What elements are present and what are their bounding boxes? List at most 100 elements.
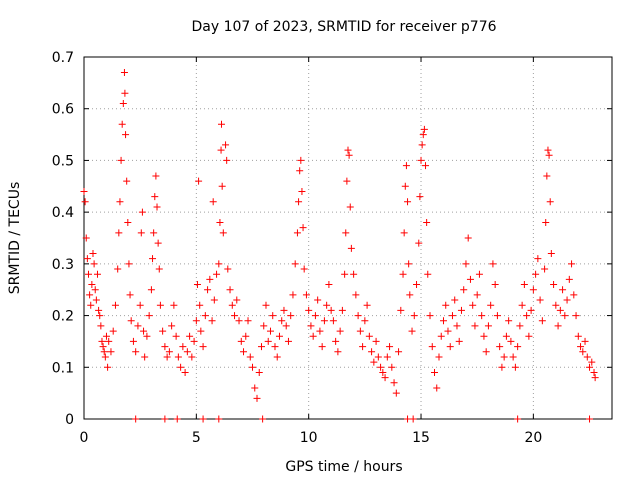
data-point [439, 317, 447, 325]
data-point [173, 415, 181, 423]
data-point [271, 343, 279, 351]
data-point [117, 156, 125, 164]
data-point [379, 368, 387, 376]
data-point [469, 301, 477, 309]
data-point [118, 120, 126, 128]
data-point [511, 363, 519, 371]
data-point [556, 306, 564, 314]
data-point [343, 177, 351, 185]
data-point [219, 229, 227, 237]
grid [84, 57, 612, 419]
y-axis-label: SRMTID / TECUs [7, 182, 23, 295]
data-point [181, 368, 189, 376]
data-point [98, 337, 106, 345]
chart-title: Day 107 of 2023, SRMTID for receiver p77… [191, 19, 496, 35]
data-point [579, 348, 587, 356]
data-point [165, 348, 173, 356]
data-point [561, 312, 569, 320]
data-point [295, 198, 303, 206]
data-point [457, 306, 465, 314]
y-tick-label: 0.3 [52, 257, 74, 273]
data-point [218, 182, 226, 190]
data-point [329, 317, 337, 325]
data-point [422, 162, 430, 170]
data-point [365, 332, 373, 340]
data-point [381, 374, 389, 382]
data-point [370, 358, 378, 366]
data-point [291, 260, 299, 268]
data-point [153, 203, 161, 211]
data-point [255, 368, 263, 376]
data-point [404, 198, 412, 206]
data-point [107, 348, 115, 356]
data-point [342, 229, 350, 237]
data-point [237, 337, 245, 345]
data-point [509, 353, 517, 361]
data-point [137, 229, 145, 237]
data-point [300, 265, 308, 273]
data-point [150, 229, 158, 237]
data-point [309, 332, 317, 340]
data-point [136, 301, 144, 309]
data-point [581, 337, 589, 345]
data-point [361, 317, 369, 325]
data-point [464, 234, 472, 242]
data-point [507, 337, 515, 345]
data-point [126, 291, 134, 299]
ticks: 0 5 10 15 20 0 0.1 0.2 0.3 0.4 0.5 0.6 0.7 [52, 50, 612, 446]
data-point [444, 327, 452, 335]
data-point [84, 270, 92, 278]
data-points [80, 69, 599, 423]
data-point [145, 312, 153, 320]
data-point [111, 301, 119, 309]
data-point [591, 374, 599, 382]
data-point [437, 332, 445, 340]
data-point [372, 337, 380, 345]
data-point [534, 255, 542, 263]
data-point [363, 301, 371, 309]
data-point [500, 353, 508, 361]
data-point [405, 260, 413, 268]
data-point [188, 353, 196, 361]
data-point [568, 260, 576, 268]
data-point [491, 281, 499, 289]
data-point [296, 167, 304, 175]
data-point [448, 312, 456, 320]
data-point [484, 322, 492, 330]
data-point [163, 353, 171, 361]
data-point [251, 384, 259, 392]
data-point [471, 322, 479, 330]
data-point [408, 327, 416, 335]
data-point [289, 291, 297, 299]
data-point [514, 415, 522, 423]
data-point [307, 322, 315, 330]
data-point [224, 265, 232, 273]
data-point [282, 322, 290, 330]
data-point [297, 156, 305, 164]
data-point [428, 343, 436, 351]
data-point [147, 286, 155, 294]
data-point [420, 125, 428, 133]
data-point [161, 343, 169, 351]
data-point [134, 322, 142, 330]
data-point [423, 218, 431, 226]
data-point [386, 343, 394, 351]
data-point [356, 327, 364, 335]
data-point [475, 270, 483, 278]
data-point [80, 187, 88, 195]
data-point [325, 281, 333, 289]
data-point [377, 363, 385, 371]
data-point [354, 312, 362, 320]
data-point [190, 337, 198, 345]
data-point [401, 182, 409, 190]
data-point [502, 332, 510, 340]
data-point [332, 337, 340, 345]
data-point [284, 337, 292, 345]
data-point [338, 306, 346, 314]
data-point [334, 348, 342, 356]
data-point [451, 296, 459, 304]
data-point [240, 348, 248, 356]
data-point [195, 177, 203, 185]
data-point [402, 162, 410, 170]
